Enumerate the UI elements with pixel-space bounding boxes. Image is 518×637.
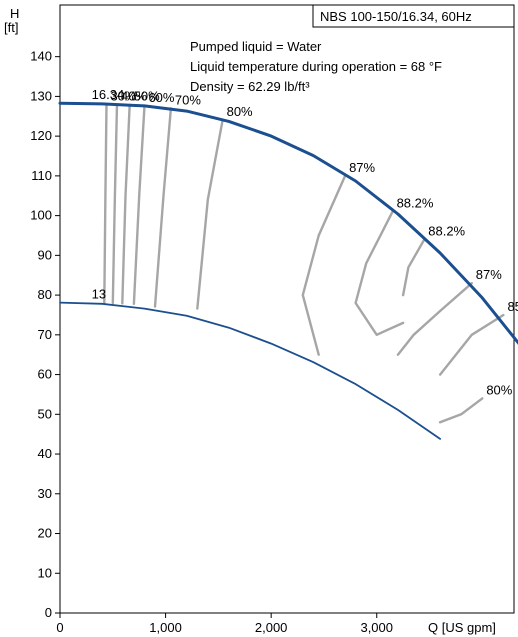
- chart-title: NBS 100-150/16.34, 60Hz: [320, 9, 472, 24]
- efficiency-label: 88.2%: [428, 223, 465, 238]
- efficiency-label: 80%: [486, 382, 512, 397]
- y-axis-unit: [ft]: [4, 20, 18, 35]
- impeller-curve: [59, 301, 441, 440]
- impeller-curves: [58, 101, 518, 440]
- efficiency-curve: [132, 104, 146, 305]
- x-tick-label: 1,000: [149, 620, 182, 635]
- y-tick-label: 80: [38, 287, 52, 302]
- efficiency-curve: [438, 313, 505, 376]
- impeller-labels: 16.34 13: [92, 87, 125, 301]
- efficiency-label: 88.2%: [397, 196, 434, 211]
- efficiency-label: 87%: [349, 160, 375, 175]
- y-tick-label: 0: [45, 605, 52, 620]
- y-tick-label: 130: [30, 88, 52, 103]
- annotation-liquid: Pumped liquid = Water: [190, 39, 322, 54]
- efficiency-curve: [103, 103, 108, 305]
- efficiency-curve: [121, 103, 131, 305]
- impeller-curve: [58, 101, 518, 345]
- y-tick-label: 110: [31, 168, 52, 183]
- y-axis-label: H: [10, 6, 19, 21]
- x-tick-label: 3,000: [360, 620, 393, 635]
- efficiency-curve: [111, 103, 119, 305]
- y-tick-label: 70: [38, 327, 52, 342]
- efficiency-curve: [438, 397, 484, 424]
- x-axis-unit: Q [US gpm]: [428, 620, 496, 635]
- x-axis-ticks: 0 1,000 2,000 3,000: [56, 613, 393, 635]
- y-tick-label: 40: [38, 446, 52, 461]
- impeller-label: 16.34: [92, 87, 125, 102]
- y-tick-label: 10: [38, 565, 52, 580]
- efficiency-curve: [401, 238, 426, 297]
- efficiency-label: 85%: [507, 299, 518, 314]
- efficiency-curves: [103, 103, 505, 424]
- y-tick-label: 50: [38, 406, 52, 421]
- efficiency-curve: [301, 174, 347, 356]
- efficiency-label: 50%: [134, 89, 160, 104]
- efficiency-curve: [396, 282, 473, 356]
- y-tick-label: 60: [38, 367, 52, 382]
- efficiency-label: 80%: [227, 104, 253, 119]
- y-axis-ticks: 0 10 20 30 40 50 60 70 80 90 100 110 120 130 140: [30, 49, 60, 620]
- efficiency-curve: [153, 107, 173, 308]
- efficiency-label: 30%: [110, 88, 136, 103]
- annotation-density: Density = 62.29 lb/ft³: [190, 79, 310, 94]
- y-tick-label: 20: [38, 526, 52, 541]
- efficiency-label: 70%: [175, 92, 201, 107]
- title-box: [312, 4, 515, 28]
- efficiency-label: 87%: [476, 267, 502, 282]
- y-tick-label: 90: [38, 247, 52, 262]
- y-tick-label: 30: [38, 486, 52, 501]
- efficiency-label: 40%: [121, 88, 147, 103]
- annotation-temperature: Liquid temperature during operation = 68…: [190, 59, 442, 74]
- x-tick-label: 0: [56, 620, 63, 635]
- x-tick-label: 2,000: [255, 620, 288, 635]
- impeller-label: 13: [92, 287, 106, 302]
- efficiency-curve: [354, 210, 405, 336]
- efficiency-curve: [196, 119, 224, 310]
- y-tick-label: 120: [30, 128, 52, 143]
- y-tick-label: 100: [30, 208, 52, 223]
- efficiency-label: 60%: [148, 90, 174, 105]
- efficiency-labels: 30%40%50%60%70% 80% 87% 88.2% 88.2% 87% 85% 80%: [110, 88, 518, 397]
- y-tick-label: 140: [30, 49, 52, 64]
